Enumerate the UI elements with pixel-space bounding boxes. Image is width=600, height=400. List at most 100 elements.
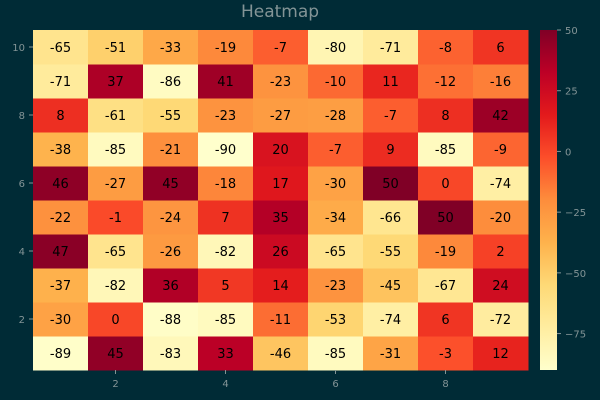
cell-value-label: -88 [160, 313, 181, 328]
x-tick-label: 6 [332, 379, 338, 390]
heatmap-cell [33, 30, 89, 65]
heatmap-cell [473, 64, 529, 99]
heatmap-cell [363, 64, 419, 99]
cell-value-label: 46 [52, 177, 69, 192]
cell-value-label: -7 [384, 109, 397, 124]
heatmap-cell [473, 132, 529, 167]
cell-value-label: 33 [217, 347, 234, 362]
heatmap-cell [363, 98, 419, 133]
heatmap-cell [143, 166, 199, 201]
heatmap-cell [143, 268, 199, 303]
x-tick-label: 8 [442, 379, 448, 390]
cell-value-label: 5 [221, 279, 229, 294]
heatmap-cell [473, 302, 529, 337]
cell-value-label: 20 [272, 143, 289, 158]
cell-value-label: 11 [382, 75, 399, 90]
heatmap-cell-labels: -89 45 -83 33 -46 -85 -31 -3 12-30 0 -88 -85 -11 -53-… [50, 41, 511, 362]
cell-value-label: -16 [490, 75, 511, 90]
heatmap-cell [143, 132, 199, 167]
colorbar-tick-label: 0 [565, 147, 571, 158]
heatmap-cell [308, 64, 364, 99]
cell-value-label: -7 [274, 41, 287, 56]
cell-value-label: -55 [380, 245, 401, 260]
cell-value-label: -26 [160, 245, 181, 260]
cell-value-label: 17 [272, 177, 289, 192]
y-tick-label: 6 [19, 179, 25, 190]
cell-value-label: -23 [325, 279, 346, 294]
cell-value-label: -82 [105, 279, 126, 294]
heatmap-cell [143, 336, 199, 371]
y-tick-label: 2 [19, 315, 25, 326]
heatmap-cell [143, 98, 199, 133]
cell-value-label: 47 [52, 245, 69, 260]
cell-value-label: -65 [50, 41, 71, 56]
cell-value-label: 6 [496, 41, 504, 56]
heatmap-cell [143, 30, 199, 65]
heatmap-cell [198, 166, 254, 201]
heatmap-cell [143, 234, 199, 269]
cell-value-label: -74 [490, 177, 511, 192]
heatmap-cell [363, 132, 419, 167]
cell-value-label: -23 [270, 75, 291, 90]
cell-value-label: -55 [160, 109, 181, 124]
cell-value-label: -82 [215, 245, 236, 260]
cell-value-label: -33 [160, 41, 181, 56]
cell-value-label: -65 [105, 245, 126, 260]
x-tick-label: 4 [222, 379, 228, 390]
cell-value-label: 12 [492, 347, 509, 362]
cell-value-label: -85 [325, 347, 346, 362]
cell-value-label: -72 [490, 313, 511, 328]
heatmap-cell [33, 64, 89, 99]
cell-value-label: -3 [439, 347, 452, 362]
heatmap-cell [418, 166, 474, 201]
heatmap-cell [88, 336, 144, 371]
y-tick-label: 4 [19, 247, 25, 258]
heatmap-cell [418, 336, 474, 371]
heatmap-cell [308, 200, 364, 235]
heatmap-cell [143, 200, 199, 235]
cell-value-label: 6 [441, 313, 449, 328]
heatmap-cell [88, 98, 144, 133]
heatmap-cell [308, 336, 364, 371]
heatmap-cell [363, 200, 419, 235]
heatmap-cell [33, 234, 89, 269]
cell-value-label: -74 [380, 313, 401, 328]
heatmap-cell [418, 64, 474, 99]
heatmap-cell [473, 200, 529, 235]
heatmap-cell [198, 132, 254, 167]
heatmap-cell [253, 200, 309, 235]
heatmap-cell [363, 336, 419, 371]
heatmap-cell [308, 302, 364, 337]
heatmap-cell [308, 98, 364, 133]
cell-value-label: 8 [441, 109, 449, 124]
cell-value-label: 0 [441, 177, 449, 192]
heatmap-cell [418, 200, 474, 235]
heatmap-cell [363, 166, 419, 201]
heatmap-cell [198, 30, 254, 65]
cell-value-label: -65 [325, 245, 346, 260]
cell-value-label: -9 [494, 143, 507, 158]
cell-value-label: -90 [215, 143, 236, 158]
heatmap-cell [198, 64, 254, 99]
heatmap-cell [88, 200, 144, 235]
cell-value-label: -19 [435, 245, 456, 260]
heatmap-cell [88, 302, 144, 337]
cell-value-label: 26 [272, 245, 289, 260]
cell-value-label: -37 [50, 279, 71, 294]
colorbar-tick-label: 25 [565, 87, 578, 98]
heatmap-cell [253, 302, 309, 337]
heatmap-cell [88, 268, 144, 303]
heatmap-cell [418, 302, 474, 337]
heatmap-cell [253, 98, 309, 133]
cell-value-label: -19 [215, 41, 236, 56]
cell-value-label: -34 [325, 211, 346, 226]
cell-value-label: -51 [105, 41, 126, 56]
cell-value-label: 37 [107, 75, 124, 90]
colorbar-tick-label: −50 [565, 269, 586, 280]
cell-value-label: -53 [325, 313, 346, 328]
colorbar [540, 30, 557, 370]
heatmap-cell [198, 234, 254, 269]
heatmap-cell [363, 30, 419, 65]
y-axis: 2 4 6 8 10 [12, 43, 33, 326]
heatmap-cell [33, 302, 89, 337]
